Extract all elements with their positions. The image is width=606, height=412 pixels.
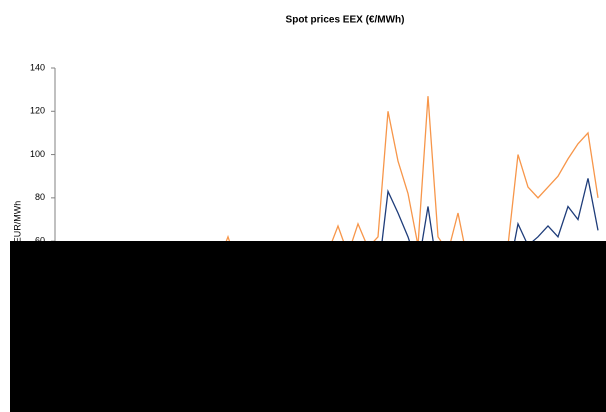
black-overlay	[10, 241, 606, 412]
y-tick-label: 140	[30, 62, 45, 72]
y-axis-label: EUR/MWh	[12, 201, 22, 244]
y-tick-label: 80	[35, 192, 45, 202]
y-tick-label: 100	[30, 149, 45, 159]
y-tick-label: 120	[30, 106, 45, 116]
chart-title: Spot prices EEX (€/MWh)	[286, 15, 405, 26]
y-tick-label: 60	[35, 236, 45, 246]
